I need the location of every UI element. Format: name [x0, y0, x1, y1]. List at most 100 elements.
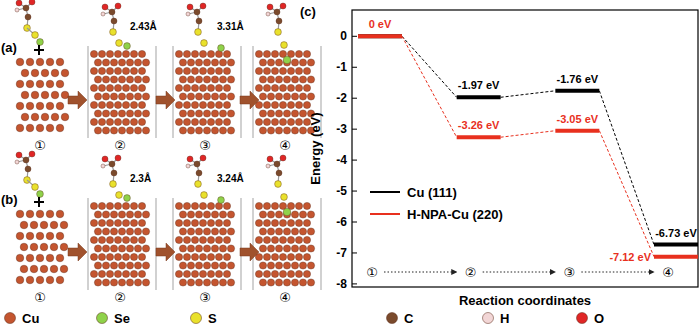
atom [215, 84, 222, 91]
atom [283, 127, 290, 134]
atom [283, 93, 290, 100]
atom [203, 93, 210, 100]
atom [134, 127, 141, 134]
atom [223, 270, 230, 277]
atom [32, 32, 39, 39]
atom [219, 110, 226, 117]
connector [599, 91, 654, 245]
atom [98, 118, 105, 125]
atom [194, 161, 200, 167]
atom [307, 76, 314, 83]
atom [126, 110, 133, 117]
atom [299, 110, 306, 117]
atom [223, 219, 230, 226]
atom [134, 228, 141, 235]
atom [279, 101, 286, 108]
atom [122, 50, 129, 57]
atom-legend-label: Se [114, 311, 130, 326]
structure-panel: (a)2.43Å3.31Å①②③④ [1, 0, 321, 153]
atom [307, 245, 314, 252]
atom [134, 279, 141, 286]
atom [31, 91, 39, 99]
atom [40, 265, 48, 273]
atom [36, 276, 44, 284]
atom [37, 39, 44, 46]
x-tick-label: ② [465, 265, 477, 280]
atom [191, 101, 198, 108]
atom [98, 67, 105, 74]
step-label: ③ [199, 138, 211, 153]
atom [187, 76, 194, 83]
atom [90, 118, 97, 125]
atom [102, 156, 108, 162]
atom [116, 40, 123, 47]
atom [111, 170, 117, 176]
atom [126, 127, 133, 134]
legend-label: Cu (111) [407, 185, 457, 200]
atom [110, 127, 117, 134]
atom [115, 155, 121, 161]
atom [94, 127, 101, 134]
atom [41, 69, 49, 77]
legend: Cu (111)H-NPA-Cu (220) [370, 185, 503, 222]
atom [299, 262, 306, 269]
atom [267, 76, 274, 83]
atom [287, 84, 294, 91]
atom [195, 127, 202, 134]
atom [303, 202, 310, 209]
atom [255, 202, 262, 209]
atom [191, 219, 198, 226]
atom [134, 245, 141, 252]
atom [271, 118, 278, 125]
step-arrow [156, 243, 175, 261]
atom [56, 232, 64, 240]
atom [179, 228, 186, 235]
atom [279, 84, 286, 91]
atom [126, 245, 133, 252]
atom [179, 59, 186, 66]
x-tick-label: ③ [564, 265, 576, 280]
atom [142, 245, 149, 252]
atom [223, 67, 230, 74]
step-label: ② [114, 138, 126, 153]
atom [275, 228, 282, 235]
atom [303, 67, 310, 74]
atom [118, 110, 125, 117]
atom [90, 101, 97, 108]
atom [46, 210, 54, 218]
atom [195, 181, 202, 188]
atom [191, 67, 198, 74]
cell-edge [173, 198, 174, 290]
atom [114, 219, 121, 226]
atom [122, 236, 129, 243]
atom-legend-label: H [500, 311, 509, 326]
atom [102, 4, 108, 10]
atom [41, 113, 49, 121]
atom [116, 192, 123, 199]
atom [187, 245, 194, 252]
atom [118, 127, 125, 134]
atom [187, 4, 193, 10]
atom [114, 84, 121, 91]
atom [175, 50, 182, 57]
atom [110, 245, 117, 252]
atom [175, 84, 182, 91]
atom-legend-label: O [594, 311, 604, 326]
plus-sign [34, 45, 44, 55]
atom [307, 93, 314, 100]
atom [295, 118, 302, 125]
legend-swatch [370, 213, 400, 215]
atom [23, 157, 29, 163]
atom [227, 110, 234, 117]
atom [110, 110, 117, 117]
connector [501, 131, 556, 137]
atom [274, 161, 280, 167]
atom [267, 279, 274, 286]
energy-level [654, 243, 698, 247]
y-tick [352, 222, 357, 223]
atom [275, 262, 282, 269]
atom [287, 219, 294, 226]
atom-legend: CuSeSCHO [5, 311, 605, 326]
atom [255, 67, 262, 74]
atom [51, 113, 59, 121]
